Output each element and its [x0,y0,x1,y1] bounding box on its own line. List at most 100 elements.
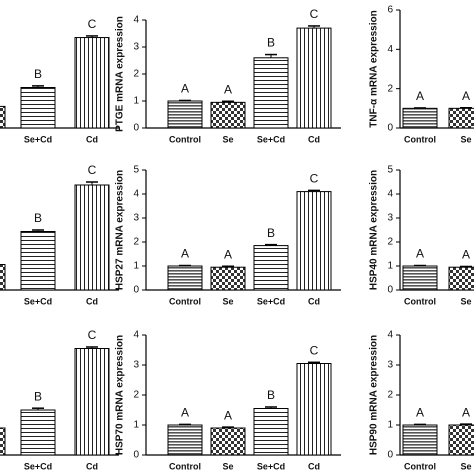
x-tick-label: Se [222,296,233,306]
y-tick-label: 1 [133,96,139,107]
group-letter: C [88,17,97,31]
y-tick-label: 2 [387,390,393,401]
x-tick-label: Se [222,461,233,471]
bar [402,424,438,456]
y-axis-label: HSP70 mRNA expression [115,335,126,455]
bar [210,266,246,291]
y-axis-label: PTGE mRNA expression [115,16,126,132]
x-tick-label: Control [404,134,436,144]
y-axis-label: HSP90 mRNA expression [369,335,380,455]
y-tick-label: 1 [133,420,139,431]
y-tick-label: 2 [133,390,139,401]
x-tick-label: Se [460,296,471,306]
y-axis-label: HSP40 mRNA expression [369,170,380,290]
group-letter: B [34,67,42,81]
group-letter: A [416,247,424,261]
group-letter: C [310,343,319,357]
y-tick-label: 1 [387,420,393,431]
y-tick-label: 5 [387,165,393,176]
bar [74,348,110,456]
group-letter: B [34,389,42,403]
y-axis-label: TNF-α mRNA expression [369,10,380,127]
bar [210,427,246,456]
x-tick-label: Cd [86,296,98,306]
x-tick-label: Cd [308,296,320,306]
y-tick-label: 0 [387,123,393,134]
group-letter: B [34,211,42,225]
y-tick-label: 3 [133,360,139,371]
group-letter: A [224,82,232,96]
y-tick-label: 0 [133,450,139,461]
y-tick-label: 4 [133,330,139,341]
bar [20,409,56,456]
y-tick-label: 0 [133,285,139,296]
x-tick-label: Cd [308,461,320,471]
y-tick-label: 6 [387,5,393,16]
x-tick-label: Se+Cd [257,134,285,144]
bar [402,107,438,129]
group-letter: C [310,172,319,186]
group-letter: A [416,89,424,103]
group-letter: C [310,7,319,21]
group-letter: A [462,405,470,419]
bar [74,37,110,129]
y-tick-label: 3 [133,213,139,224]
bar [253,57,289,129]
x-tick-label: Se+Cd [24,134,52,144]
x-tick-label: Control [169,461,201,471]
y-axis-label: HSP27 mRNA expression [115,170,126,290]
y-tick-label: 2 [133,69,139,80]
bar [20,231,56,291]
y-tick-label: 1 [133,261,139,272]
y-tick-label: 4 [133,189,139,200]
x-tick-label: Cd [86,134,98,144]
y-tick-label: 4 [387,330,393,341]
bar [448,266,474,291]
y-tick-label: 3 [133,42,139,53]
x-tick-label: Se+Cd [257,461,285,471]
y-tick-label: 3 [387,360,393,371]
group-letter: B [267,36,275,50]
group-letter: B [267,388,275,402]
bar [0,105,6,129]
bar [167,100,203,129]
x-tick-label: Se [460,461,471,471]
group-letter: A [181,247,189,261]
group-letter: A [416,406,424,420]
group-letter: C [88,328,97,342]
bar [167,265,203,291]
y-tick-label: 2 [387,83,393,94]
group-letter: C [88,163,97,177]
bar [402,265,438,291]
y-tick-label: 2 [133,237,139,248]
x-tick-label: Cd [308,134,320,144]
y-tick-label: 3 [387,213,393,224]
x-tick-label: Control [169,134,201,144]
bar [210,101,246,129]
x-tick-label: Se [222,134,233,144]
bar [296,191,332,291]
y-tick-label: 0 [387,285,393,296]
bar [253,245,289,291]
bar [0,264,6,291]
y-tick-label: 4 [387,44,393,55]
x-tick-label: Se+Cd [24,461,52,471]
bar [20,87,56,129]
x-tick-label: Se+Cd [257,296,285,306]
x-tick-label: Se [460,134,471,144]
x-tick-label: Control [404,296,436,306]
y-tick-label: 0 [133,123,139,134]
bar [0,427,6,456]
y-tick-label: 2 [387,237,393,248]
y-tick-label: 0 [387,450,393,461]
group-letter: A [181,82,189,96]
bar [448,424,474,456]
y-tick-label: 4 [387,189,393,200]
group-letter: A [462,89,470,103]
bar [167,424,203,456]
x-tick-label: Se+Cd [24,296,52,306]
bar [296,363,332,456]
group-letter: A [462,248,470,262]
group-letter: A [181,406,189,420]
